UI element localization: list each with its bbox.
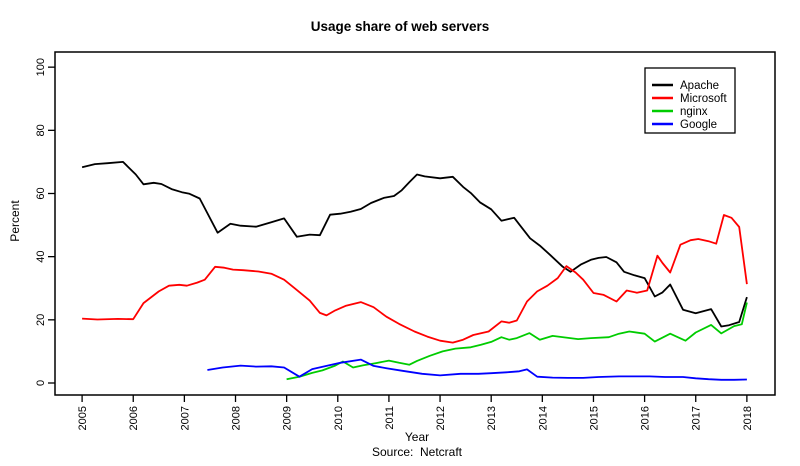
x-tick-label: 2016 xyxy=(640,406,652,430)
y-tick-label: 80 xyxy=(35,124,47,136)
y-tick-label: 0 xyxy=(35,380,47,386)
x-tick-label: 2012 xyxy=(435,406,447,430)
x-tick-label: 2006 xyxy=(128,406,140,430)
x-tick-label: 2007 xyxy=(179,406,191,430)
legend-label-apache: Apache xyxy=(680,80,719,92)
plot-border xyxy=(54,51,776,396)
apache-line xyxy=(81,160,748,328)
legend-label-nginx: nginx xyxy=(680,106,708,118)
y-tick-label: 20 xyxy=(35,314,47,326)
x-tick-label: 2018 xyxy=(742,406,754,430)
y-tick-label: 60 xyxy=(35,187,47,199)
x-tick-label: 2005 xyxy=(77,406,89,430)
y-tick-label: 100 xyxy=(35,58,47,76)
x-tick-label: 2010 xyxy=(333,406,345,430)
x-axis-label: Year xyxy=(404,430,430,444)
x-tick-label: 2014 xyxy=(537,406,549,430)
x-tick-label: 2008 xyxy=(231,406,243,430)
legend-label-microsoft: Microsoft xyxy=(680,93,727,105)
y-tick-label: 40 xyxy=(35,251,47,263)
x-tick-label: 2015 xyxy=(588,406,600,430)
legend-box xyxy=(644,67,736,134)
x-tick-label: 2017 xyxy=(691,406,703,430)
x-tick-label: 2013 xyxy=(486,406,498,430)
microsoft-line xyxy=(82,214,748,344)
source-caption: Source: Netcraft xyxy=(371,445,463,459)
x-tick-label: 2009 xyxy=(282,406,294,430)
legend-label-google: Google xyxy=(680,119,717,131)
google-line xyxy=(207,358,747,381)
x-tick-label: 2011 xyxy=(384,406,396,430)
chart-title: Usage share of web servers xyxy=(310,19,490,34)
nginx-line xyxy=(286,302,748,381)
